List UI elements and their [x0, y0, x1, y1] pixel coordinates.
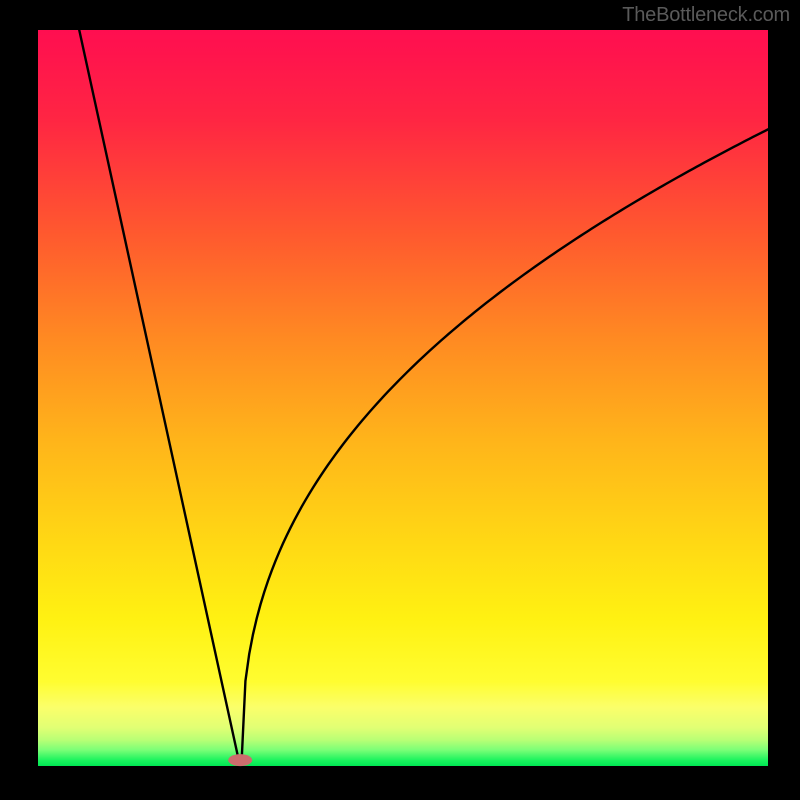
plot-background: [38, 30, 768, 766]
optimal-point-marker: [228, 754, 252, 766]
chart-container: TheBottleneck.com: [0, 0, 800, 800]
bottleneck-chart: [0, 0, 800, 800]
attribution-watermark: TheBottleneck.com: [622, 4, 790, 27]
